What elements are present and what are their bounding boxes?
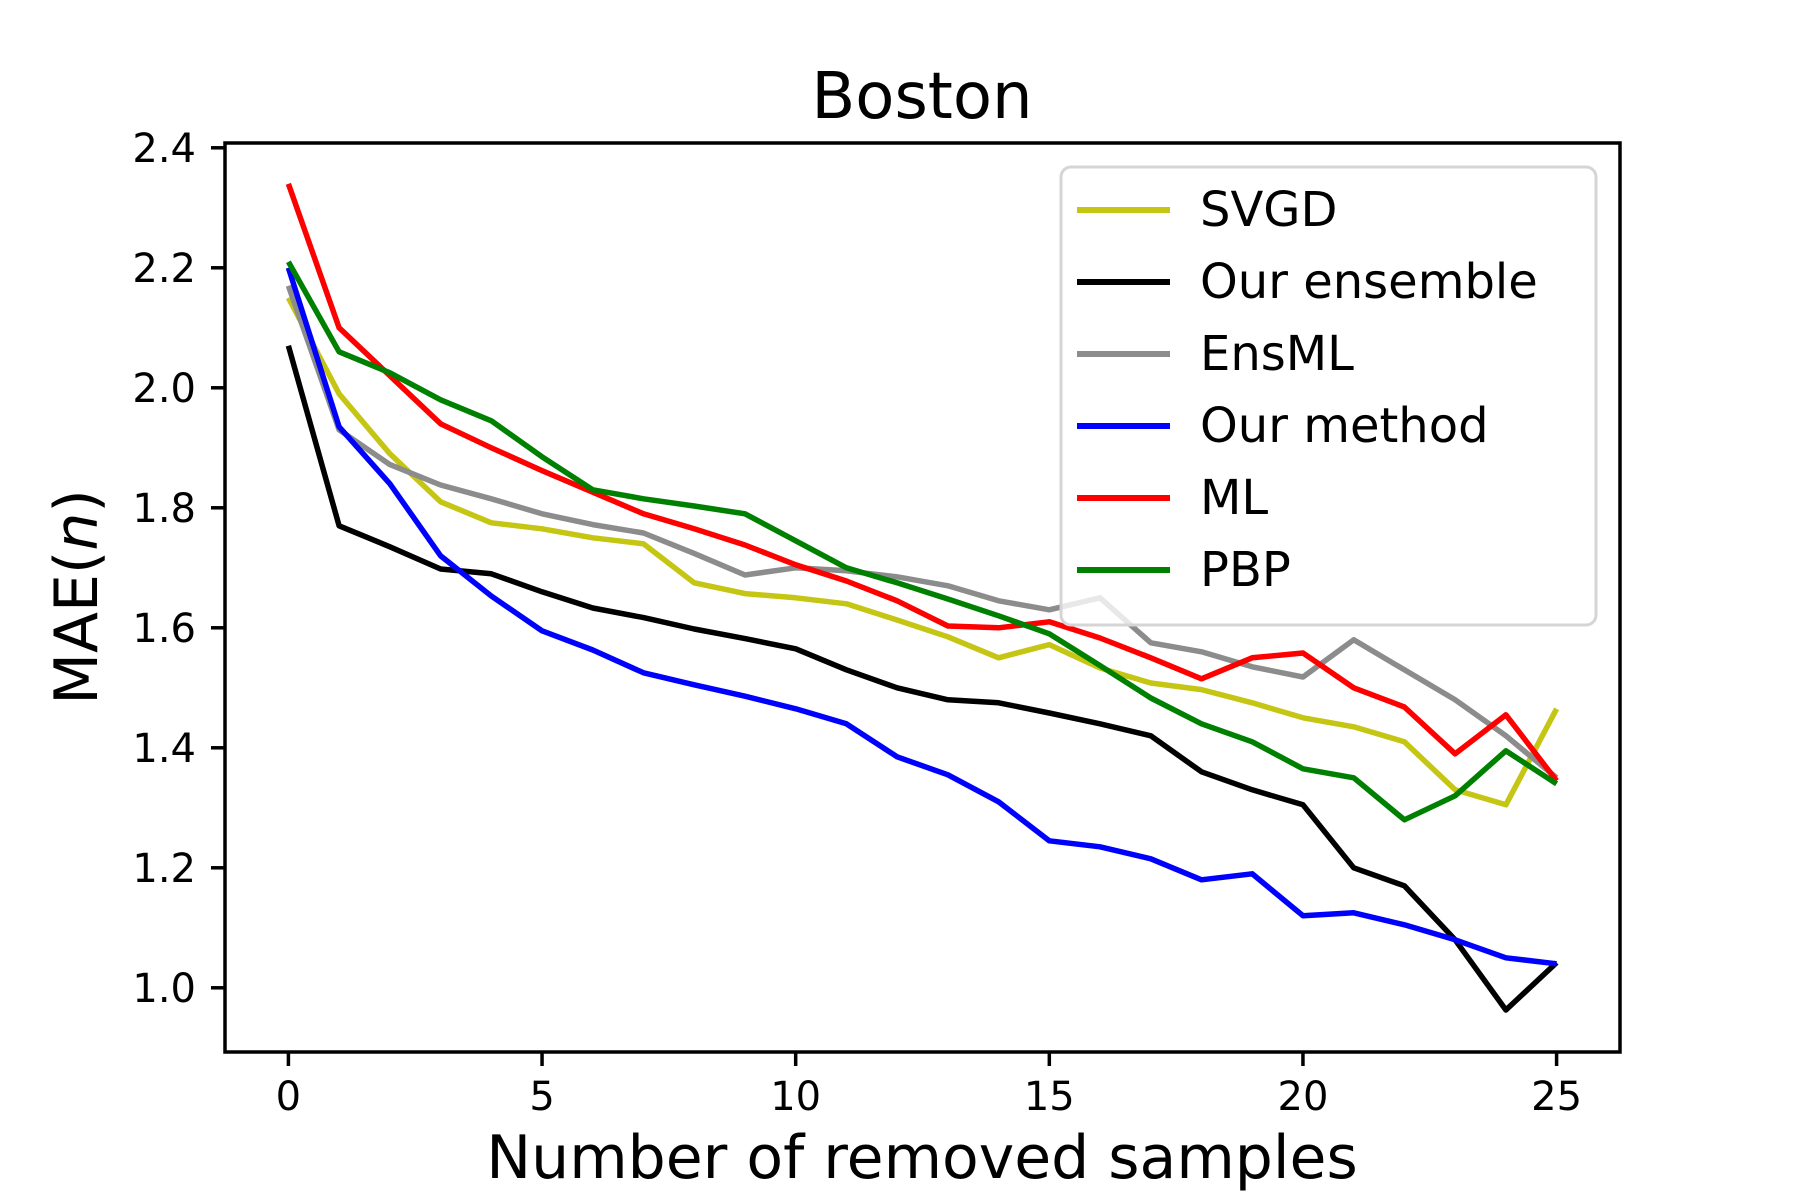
legend-entry-our-ensemble: Our ensemble [1077,254,1538,310]
y-tick-label: 1.6 [132,606,196,652]
x-tick-label: 0 [276,1074,301,1120]
series-line-our-method [285,266,1557,967]
x-axis-label: Number of removed samples [486,1123,1357,1193]
series-line-ensml [285,284,1559,780]
legend-label: Our ensemble [1200,254,1538,310]
y-tick-label: 1.8 [132,486,196,532]
y-axis-label-prefix: MAE( [42,551,112,705]
legend-label: ML [1200,470,1268,526]
legend-frame [1059,165,1598,627]
y-tick-label: 1.4 [132,726,196,772]
x-tick-label: 25 [1531,1074,1582,1120]
legend-entry-svgd: SVGD [1077,182,1337,238]
series-line-our-ensemble [285,345,1559,1013]
y-tick-label: 2.2 [132,246,196,292]
legend-entry-ensml: EnsML [1077,326,1354,382]
axes-layer: 0 5 10 15 20 25 1.0 1.2 1.4 1.6 1.8 2.0 2.2 2.4 [132,126,1622,1120]
plot-frame [223,141,1622,1054]
legend-entry-ml: ML [1077,470,1268,526]
y-tick-label: 2.4 [132,126,196,172]
y-tick-label: 1.2 [132,846,196,892]
legend-label: SVGD [1200,182,1337,238]
series-line-ml [285,182,1559,783]
y-axis-label-suffix: ) [42,489,112,512]
legend-label: EnsML [1200,326,1354,382]
series-layer [285,182,1560,1013]
x-tick-label: 15 [1024,1074,1075,1120]
y-tick-label: 1.0 [132,966,196,1012]
legend-entry-pbp: PBP [1077,542,1291,598]
series-line-pbp [286,260,1559,823]
chart-title: Boston [811,60,1032,134]
x-tick-label: 5 [529,1074,554,1120]
legend-label: Our method [1200,398,1489,454]
legend: SVGD Our ensemble EnsML Our method ML PBP [1059,165,1598,627]
y-axis-label-var: n [42,513,112,551]
legend-entry-our-method: Our method [1077,398,1489,454]
y-tick-label: 2.0 [132,366,196,412]
y-axis-label: MAE(n) [42,489,112,705]
legend-label: PBP [1200,542,1291,598]
x-tick-label: 20 [1278,1074,1329,1120]
series-line-svgd [285,296,1560,808]
x-tick-label: 10 [770,1074,821,1120]
